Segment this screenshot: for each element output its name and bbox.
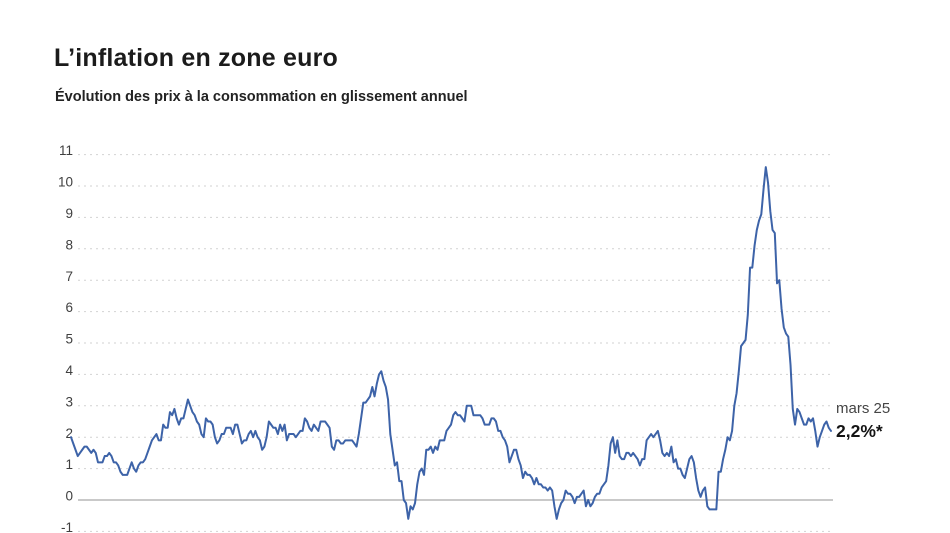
svg-text:9: 9 [65, 206, 73, 221]
svg-text:10: 10 [58, 175, 73, 190]
data-line [70, 166, 832, 520]
svg-text:3: 3 [65, 394, 73, 409]
svg-text:2: 2 [65, 426, 73, 441]
svg-text:7: 7 [65, 269, 73, 284]
svg-text:11: 11 [59, 143, 73, 158]
chart-subtitle: Évolution des prix à la consommation en … [55, 89, 468, 105]
svg-text:8: 8 [65, 237, 73, 252]
last-point-date-label: mars 25 [836, 400, 891, 417]
last-point-value-label: 2,2%* [836, 421, 883, 441]
inflation-series-polyline [70, 166, 832, 520]
last-point-annotation: mars 25 2,2%* [836, 400, 890, 441]
svg-text:-1: -1 [61, 520, 73, 533]
svg-text:6: 6 [65, 300, 73, 315]
svg-text:4: 4 [65, 363, 73, 378]
svg-text:1: 1 [65, 457, 73, 472]
chart-title: L’inflation en zone euro [54, 44, 338, 72]
svg-text:5: 5 [65, 332, 73, 347]
gridlines [78, 154, 833, 532]
svg-text:0: 0 [65, 489, 73, 504]
